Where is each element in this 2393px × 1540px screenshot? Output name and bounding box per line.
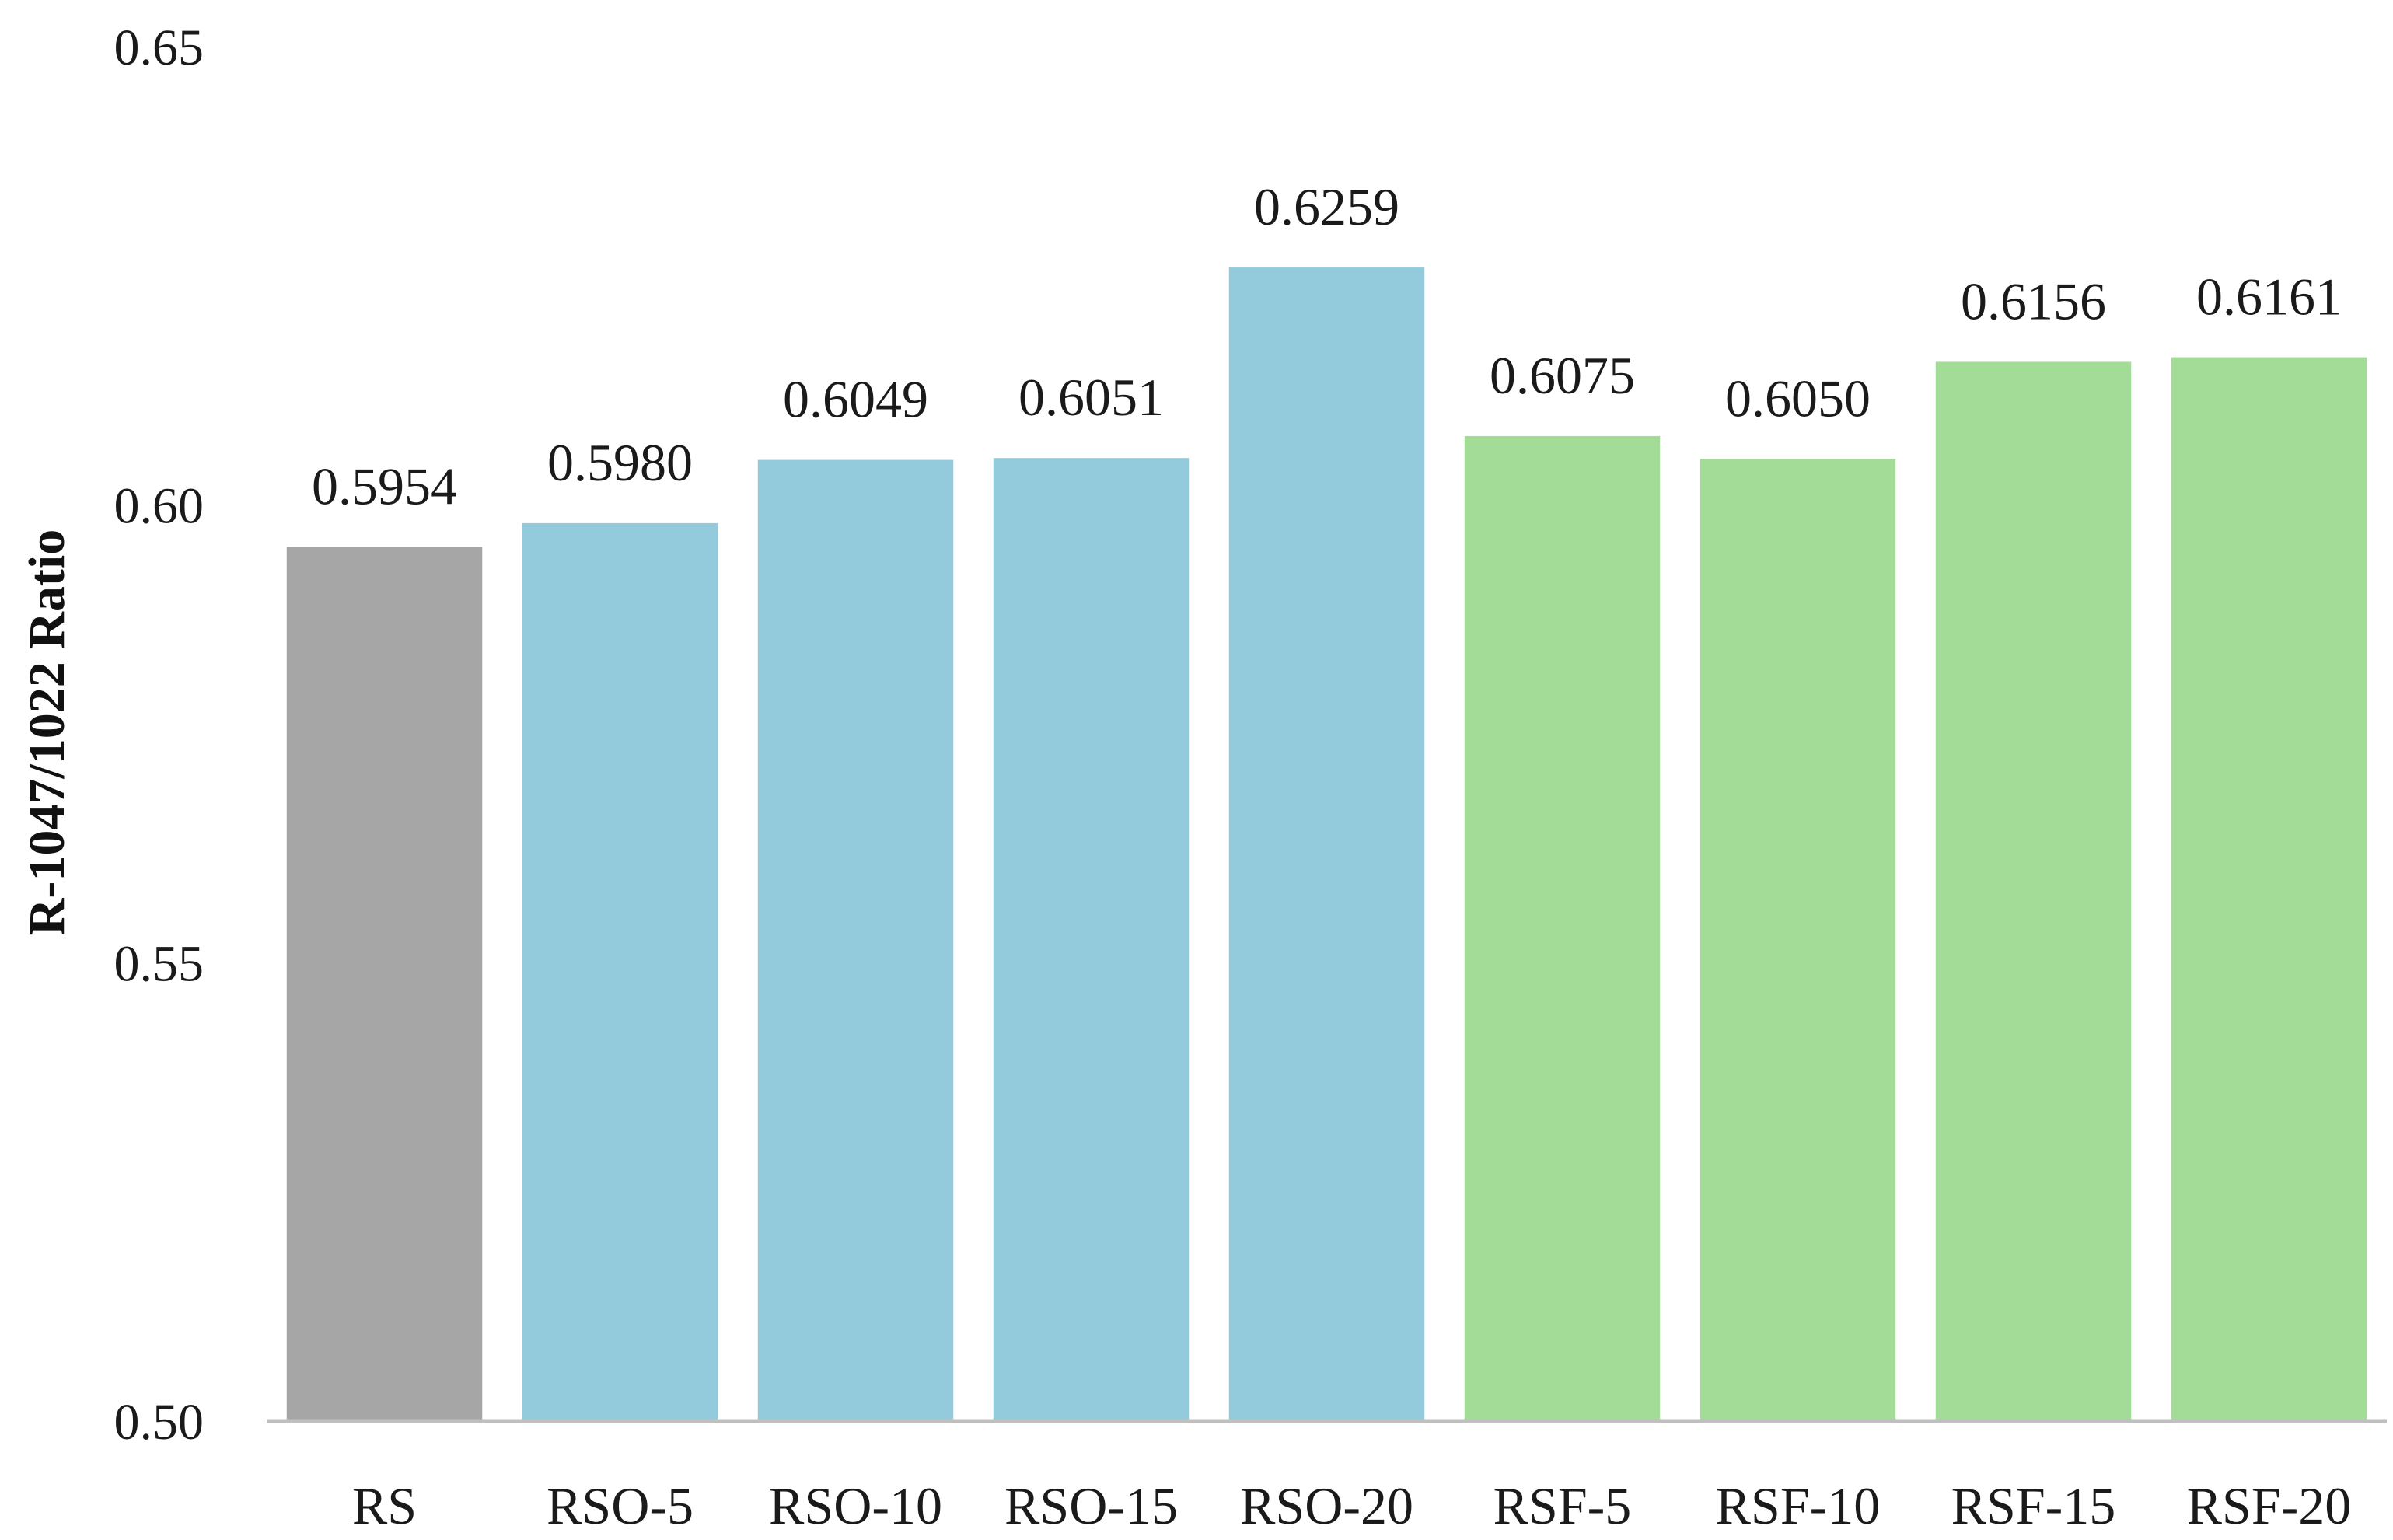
x-tick-label: RSF-5 [1493, 1476, 1632, 1535]
y-tick-label: 0.50 [114, 1394, 204, 1451]
data-label: 0.6075 [1490, 346, 1635, 405]
bar-rso-10 [757, 459, 954, 1422]
x-tick-label: RSO-20 [1240, 1476, 1413, 1535]
y-tick-label: 0.65 [114, 19, 204, 76]
x-tick-label: RSO-5 [547, 1476, 693, 1535]
y-axis-ticks: 0.50 0.55 0.60 0.65 [114, 19, 204, 1451]
bar-rsf-20 [2171, 357, 2367, 1421]
bar-rsf-15 [1935, 361, 2132, 1422]
data-label: 0.5980 [547, 433, 693, 492]
y-tick-label: 0.55 [114, 936, 204, 993]
x-tick-label: RSF-20 [2187, 1476, 2352, 1535]
data-label: 0.6051 [1018, 368, 1164, 427]
x-axis-labels: RS RSO-5 RSO-10 RSO-15 RSO-20 RSF-5 RSF-10 RSF-… [352, 1476, 2351, 1535]
bar-rsf-5 [1464, 435, 1661, 1421]
bar-rsf-10 [1700, 459, 1896, 1421]
bar-rs [286, 547, 483, 1421]
bar-rso-15 [993, 458, 1190, 1421]
y-tick-label: 0.60 [114, 477, 204, 534]
bar-rso-20 [1228, 267, 1425, 1422]
x-tick-label: RSF-15 [1951, 1476, 2116, 1535]
data-label: 0.6161 [2196, 267, 2342, 327]
x-tick-label: RS [352, 1476, 417, 1535]
bar-rso-5 [522, 522, 718, 1421]
data-label: 0.5954 [312, 457, 457, 516]
data-labels-group: 0.5954 0.5980 0.6049 0.6051 0.6259 0.6075 0.60… [312, 177, 2342, 515]
x-tick-label: RSF-10 [1716, 1476, 1881, 1535]
data-label: 0.6259 [1254, 177, 1399, 236]
bars-group [286, 267, 2367, 1422]
data-label: 0.6050 [1725, 368, 1871, 428]
x-tick-label: RSO-10 [769, 1476, 942, 1535]
data-label: 0.6156 [1961, 271, 2106, 330]
data-label: 0.6049 [783, 370, 928, 429]
y-axis-title: R-1047/1022 Ratio [19, 529, 75, 935]
x-tick-label: RSO-15 [1004, 1476, 1178, 1535]
